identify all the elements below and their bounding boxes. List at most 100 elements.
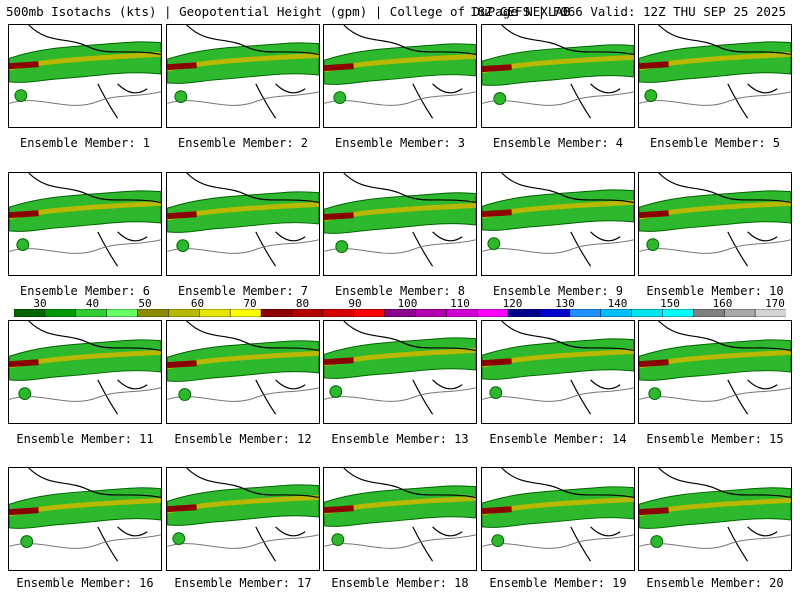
ensemble-map-panel [638, 320, 792, 424]
jet-stream-band [639, 339, 791, 381]
jet-stream-band [324, 43, 476, 85]
jet-max [9, 507, 39, 516]
jet-max [639, 359, 669, 368]
colorbar-tick: 70 [243, 297, 257, 310]
jet-stream-band [324, 485, 476, 527]
jet-stream-band [9, 190, 161, 232]
jet-max [324, 212, 354, 221]
ensemble-member-label: Ensemble Member: 17 [174, 576, 312, 590]
ensemble-map-panel [323, 24, 477, 128]
tropical-cyclone [650, 535, 664, 548]
jet-max [482, 209, 512, 218]
tropical-cyclone [329, 385, 343, 398]
colorbar-tick: 110 [450, 297, 470, 310]
colorbar-tick: 130 [555, 297, 575, 310]
height-contour [167, 387, 319, 402]
tropical-cyclone [174, 90, 188, 103]
height-contour [639, 91, 791, 106]
tropical-cyclone [646, 238, 660, 251]
ensemble-member-label: Ensemble Member: 1 [19, 136, 151, 150]
colorbar-swatch [322, 309, 355, 317]
tropical-cyclone [487, 237, 501, 250]
colorbar-swatch [693, 309, 725, 317]
ensemble-member-label: Ensemble Member: 18 [331, 576, 469, 590]
colorbar-tick: 170 [765, 297, 785, 310]
colorbar-tick: 120 [502, 297, 523, 310]
ensemble-member-label: Ensemble Member: 7 [177, 284, 309, 298]
jet-max [482, 358, 512, 367]
ensemble-member-label: Ensemble Member: 6 [19, 284, 151, 298]
jet-max [167, 360, 197, 369]
ensemble-map-panel [8, 172, 162, 276]
tropical-cyclone [493, 92, 507, 105]
tropical-cyclone [14, 89, 28, 102]
height-contour [9, 91, 161, 106]
ensemble-map-panel [166, 24, 320, 128]
ensemble-member-label: Ensemble Member: 8 [334, 284, 466, 298]
colorbar-swatch [384, 309, 417, 317]
height-contour [324, 534, 476, 549]
height-contour [639, 239, 791, 254]
jet-max [482, 64, 512, 73]
tropical-cyclone [18, 387, 32, 400]
ensemble-map-panel [323, 172, 477, 276]
colorbar-swatch [662, 309, 695, 317]
ensemble-member-label: Ensemble Member: 9 [492, 284, 624, 298]
jet-max [324, 63, 354, 72]
jet-max [9, 359, 39, 368]
ensemble-map-panel [166, 467, 320, 571]
tropical-cyclone [178, 388, 192, 401]
tropical-cyclone [648, 387, 662, 400]
colorbar-swatch [631, 309, 664, 317]
colorbar-swatch [446, 309, 478, 317]
ensemble-member-label: Ensemble Member: 2 [177, 136, 309, 150]
colorbar-swatch [14, 309, 46, 317]
ensemble-member-label: Ensemble Member: 19 [489, 576, 627, 590]
colorbar-swatch [507, 309, 540, 317]
ensemble-member-label: Ensemble Member: 12 [174, 432, 312, 446]
height-contour [482, 239, 634, 254]
jet-max [167, 62, 197, 71]
tropical-cyclone [335, 240, 349, 253]
colorbar-swatch [291, 309, 324, 317]
tropical-cyclone [331, 533, 345, 546]
ensemble-member-label: Ensemble Member: 4 [492, 136, 624, 150]
jet-max [324, 357, 354, 366]
height-contour [639, 534, 791, 549]
colorbar-tick: 50 [138, 297, 152, 310]
jet-max [9, 210, 39, 219]
jet-stream-band [9, 339, 161, 381]
colorbar-swatch [415, 309, 448, 317]
colorbar-swatch [137, 309, 170, 317]
height-contour [167, 91, 319, 106]
colorbar-swatch [754, 309, 786, 317]
colorbar-tick: 150 [660, 297, 680, 310]
colorbar-tick: 100 [397, 297, 418, 310]
jet-max [167, 504, 197, 513]
colorbar-tick: 160 [712, 297, 733, 310]
ensemble-map-panel [8, 24, 162, 128]
colorbar-tick: 90 [348, 297, 362, 310]
colorbar-swatch [569, 309, 602, 317]
jet-max [639, 507, 669, 516]
height-contour [324, 91, 476, 106]
jet-max [639, 210, 669, 219]
colorbar-swatch [44, 309, 77, 317]
colorbar-tick: 40 [85, 297, 100, 310]
ensemble-member-label: Ensemble Member: 16 [16, 576, 154, 590]
ensemble-map-panel [166, 320, 320, 424]
tropical-cyclone [176, 239, 190, 252]
valid-time-label: 18Z GEFS | F066 Valid: 12Z THU SEP 25 20… [469, 4, 786, 19]
ensemble-map-panel [638, 24, 792, 128]
height-contour [9, 534, 161, 549]
height-contour [9, 239, 161, 254]
ensemble-member-label: Ensemble Member: 14 [489, 432, 627, 446]
colorbar-swatch [199, 309, 231, 317]
jet-stream-band [167, 340, 319, 382]
colorbar-swatch [260, 309, 293, 317]
colorbar-tick-labels: 30 40 50 60 70 80 90 100 110 120 130 140… [0, 297, 800, 310]
jet-stream-band [167, 191, 319, 233]
ensemble-map-panel [481, 172, 635, 276]
jet-max [9, 61, 39, 70]
jet-stream-band [639, 190, 791, 232]
